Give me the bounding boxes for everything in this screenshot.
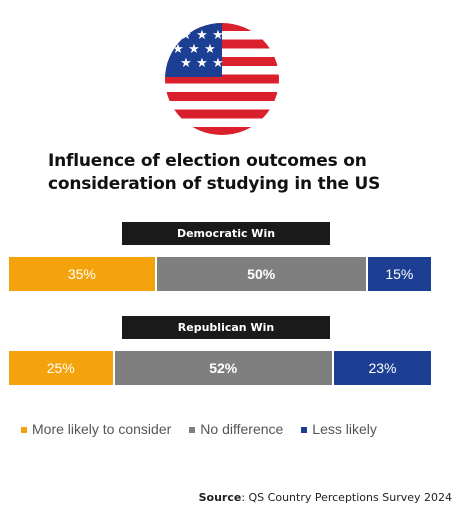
bar-segment-no-difference: 52%: [114, 351, 332, 385]
data-label-more-likely: 35%: [67, 266, 96, 282]
legend-item-more-likely: More likely to consider: [21, 421, 171, 437]
chart-title: Influence of election outcomes on consid…: [48, 150, 428, 196]
bar-segment-less-likely: 15%: [367, 257, 431, 291]
source-label: Source: [198, 491, 242, 504]
legend-item-less-likely: Less likely: [301, 421, 377, 437]
legend-label-no-difference: No difference: [200, 421, 284, 437]
svg-text:★: ★: [204, 42, 216, 57]
chart-title-line-1: Influence of election outcomes on: [48, 151, 367, 171]
category-label-republican-win: Republican Win: [122, 316, 330, 339]
legend-label-less-likely: Less likely: [312, 421, 377, 437]
data-label-more-likely: 25%: [46, 360, 75, 376]
svg-text:★: ★: [196, 28, 208, 43]
svg-text:★: ★: [172, 42, 184, 57]
legend-label-more-likely: More likely to consider: [32, 421, 172, 437]
legend-swatch-less-likely: [301, 427, 308, 433]
bar-segment-more-likely: 35%: [9, 257, 155, 291]
source-text: : QS Country Perceptions Survey 2024: [241, 491, 452, 504]
bar-segment-no-difference: 50%: [156, 257, 366, 291]
source-note: Source: QS Country Perceptions Survey 20…: [199, 491, 452, 504]
legend-swatch-no-difference: [189, 427, 196, 433]
svg-text:★: ★: [180, 28, 192, 43]
legend-swatch-more-likely: [21, 427, 27, 433]
data-label-less-likely: 15%: [385, 266, 414, 282]
legend-item-no-difference: No difference: [189, 421, 283, 437]
category-label-democratic-win: Democratic Win: [122, 222, 330, 245]
data-label-no-difference: 50%: [247, 266, 276, 282]
us-flag-icon: ★ ★ ★ ★ ★ ★ ★ ★ ★: [165, 23, 279, 135]
svg-text:★: ★: [212, 56, 224, 71]
svg-text:★: ★: [188, 42, 200, 57]
data-label-no-difference: 52%: [209, 360, 238, 376]
svg-text:★: ★: [196, 56, 208, 71]
bar-segment-more-likely: 25%: [9, 351, 113, 385]
svg-text:★: ★: [212, 28, 224, 43]
legend: More likely to consider No difference Le…: [21, 421, 395, 437]
bar-row-democratic-win: 35% 50% 15%: [9, 257, 431, 291]
bar-row-republican-win: 25% 52% 23%: [9, 351, 431, 385]
data-label-less-likely: 23%: [368, 360, 397, 376]
bar-segment-less-likely: 23%: [333, 351, 431, 385]
chart-title-line-2: consideration of studying in the US: [48, 174, 381, 194]
svg-text:★: ★: [180, 56, 192, 71]
